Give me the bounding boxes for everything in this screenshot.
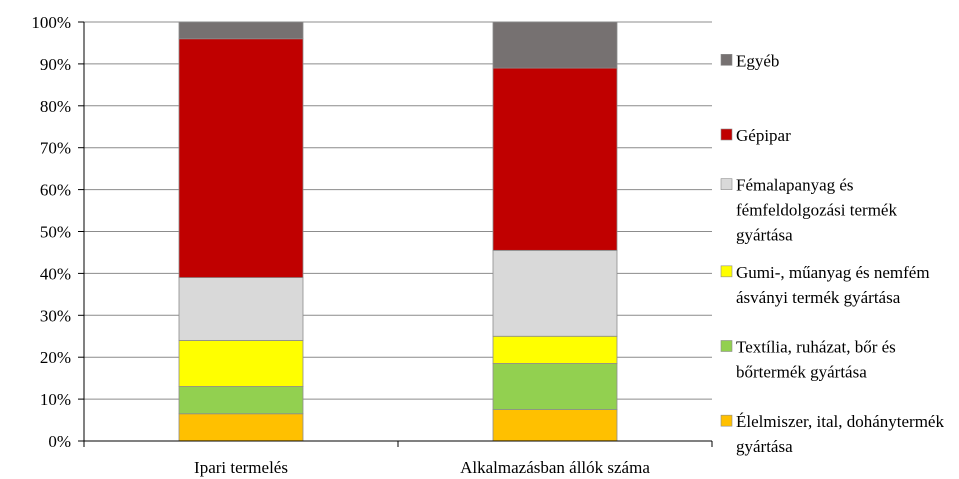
legend-label: Egyéb	[736, 51, 779, 70]
legend-item: Fémalapanyag és fémfeldolgozási termék gyá…	[720, 176, 897, 245]
legend-swatch	[720, 414, 733, 427]
legend-label: Élelmiszer, ital, dohánytermék gyártása	[736, 412, 944, 456]
legend-item: Gumi-, műanyag és nemfém ásványi termék g…	[720, 263, 930, 307]
legend-label: Fémalapanyag és fémfeldolgozási termék gyá…	[736, 176, 897, 245]
bar-segment	[492, 363, 618, 410]
legend-item: Egyéb	[720, 51, 779, 70]
bar-segment	[178, 277, 304, 341]
x-tick-label: Alkalmazásban állók száma	[460, 458, 650, 477]
y-tick-label: 60%	[40, 181, 71, 200]
bars	[178, 21, 618, 442]
y-tick-label: 0%	[48, 432, 71, 451]
y-tick-label: 30%	[40, 306, 71, 325]
y-tick-label: 10%	[40, 390, 71, 409]
legend-item: Élelmiszer, ital, dohánytermék gyártása	[720, 412, 944, 456]
legend-swatch	[720, 265, 733, 278]
bar-segment	[178, 340, 304, 387]
y-tick-label: 100%	[31, 13, 71, 32]
x-tick-labels: Ipari termelés Alkalmazásban állók száma	[194, 458, 650, 477]
bar-segment	[492, 21, 618, 69]
bar-segment	[492, 67, 618, 251]
legend: Egyéb Gépipar Fémalapanyag és fémfeldolgozá…	[720, 51, 944, 456]
legend-item: Gépipar	[720, 126, 791, 145]
gridlines	[84, 21, 712, 400]
legend-swatch	[720, 54, 733, 66]
legend-label: Textília, ruházat, bőr és bőrtermék gyárt…	[736, 338, 896, 382]
legend-swatch	[720, 178, 733, 190]
legend-swatch	[720, 128, 733, 141]
legend-item: Textília, ruházat, bőr és bőrtermék gyárt…	[720, 338, 896, 382]
bar-segment	[178, 413, 304, 442]
y-tick-label: 40%	[40, 264, 71, 283]
y-tick-label: 20%	[40, 348, 71, 367]
y-tick-labels: 0% 10% 20% 30% 40% 50% 60% 70% 80% 90% 100%	[31, 13, 71, 451]
y-tick-label: 90%	[40, 55, 71, 74]
bar-segment	[492, 409, 618, 442]
bar-segment	[492, 249, 618, 337]
legend-label: Gépipar	[736, 126, 791, 145]
legend-swatch	[720, 340, 733, 352]
bar-segment	[178, 386, 304, 415]
y-tick-label: 80%	[40, 97, 71, 116]
y-tick-label: 70%	[40, 139, 71, 158]
bar-segment	[178, 38, 304, 278]
x-tick-label: Ipari termelés	[194, 458, 288, 477]
legend-label: Gumi-, műanyag és nemfém ásványi termék g…	[736, 263, 930, 307]
y-tick-label: 50%	[40, 223, 71, 242]
axes	[78, 21, 713, 447]
bar-segment	[492, 335, 618, 364]
bar-segment	[178, 21, 304, 40]
